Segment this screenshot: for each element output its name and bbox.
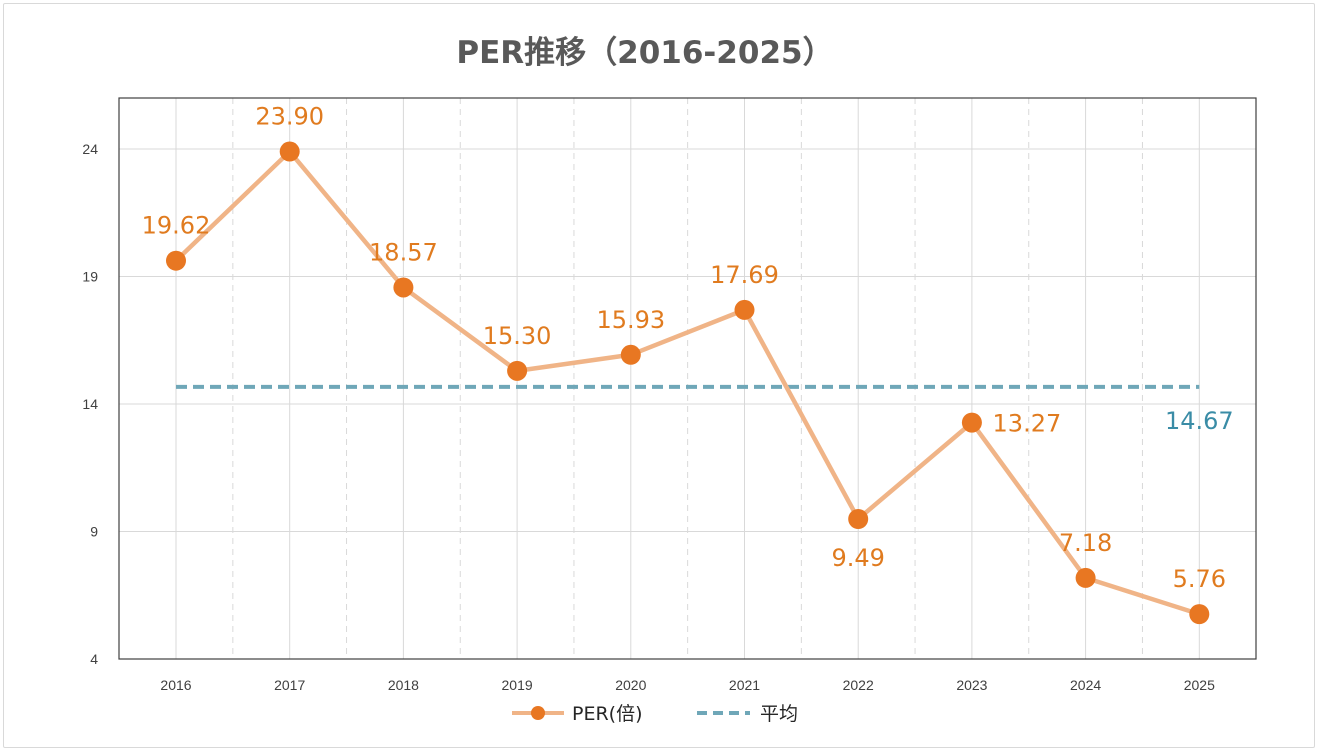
average-value-label: 14.67	[1165, 407, 1234, 435]
per-value-label-2024: 7.18	[1059, 529, 1112, 557]
per-point-2021	[734, 299, 755, 320]
per-point-2025	[1189, 604, 1210, 625]
y-tick-label: 19	[82, 269, 98, 285]
per-point-2023	[961, 412, 982, 433]
x-tick-label: 2019	[502, 677, 533, 693]
per-point-2022	[848, 509, 869, 530]
per-point-2020	[620, 344, 641, 365]
data-labels: 19.62 23.90 18.57 15.30 15.93 17.69 9.49 13.27 7…	[142, 103, 1226, 594]
per-value-label-2020: 15.93	[596, 306, 665, 334]
per-value-label-2025: 5.76	[1173, 565, 1226, 593]
x-tick-label: 2024	[1070, 677, 1101, 693]
per-value-label-2016: 19.62	[142, 212, 211, 240]
y-tick-label: 24	[82, 141, 98, 157]
per-value-label-2022: 9.49	[831, 544, 884, 572]
legend-per-label: PER(倍)	[572, 703, 643, 725]
y-tick-label: 9	[90, 524, 98, 540]
chart-legend: PER(倍) 平均	[512, 703, 798, 725]
per-value-label-2018: 18.57	[369, 238, 438, 266]
per-point-2016	[166, 250, 186, 271]
x-tick-label: 2018	[388, 677, 419, 693]
y-tick-label: 4	[90, 651, 98, 667]
chart-frame	[3, 3, 1315, 748]
x-tick-label: 2023	[956, 677, 987, 693]
per-value-label-2023: 13.27	[993, 410, 1062, 438]
per-value-label-2019: 15.30	[483, 322, 552, 350]
per-series	[166, 141, 1210, 625]
x-tick-label: 2017	[274, 677, 305, 693]
grid-layer	[119, 98, 1256, 659]
x-tick-label: 2021	[729, 677, 760, 693]
per-series-line	[173, 149, 1202, 617]
x-axis-ticks: 2016 2017 2018 2019 2020 2021 2022 2023 2024 2025	[160, 677, 1215, 693]
per-point-2024	[1075, 567, 1096, 588]
legend-per-marker-swatch	[531, 706, 545, 720]
per-value-label-2021: 17.69	[710, 261, 779, 289]
per-point-2019	[507, 360, 528, 381]
x-tick-label: 2020	[615, 677, 646, 693]
x-tick-label: 2025	[1184, 677, 1215, 693]
per-point-2018	[393, 277, 414, 298]
y-axis-ticks: 24 19 14 9 4	[82, 141, 98, 667]
per-point-2017	[279, 141, 300, 162]
plot-area-border	[118, 97, 1257, 660]
chart-title: PER推移（2016-2025）	[456, 35, 833, 71]
x-tick-label: 2016	[160, 677, 191, 693]
per-value-label-2017: 23.90	[255, 103, 324, 131]
legend-average-label: 平均	[760, 703, 798, 725]
average-series: 14.67	[176, 384, 1234, 435]
y-tick-label: 14	[82, 396, 98, 412]
x-tick-label: 2022	[843, 677, 874, 693]
